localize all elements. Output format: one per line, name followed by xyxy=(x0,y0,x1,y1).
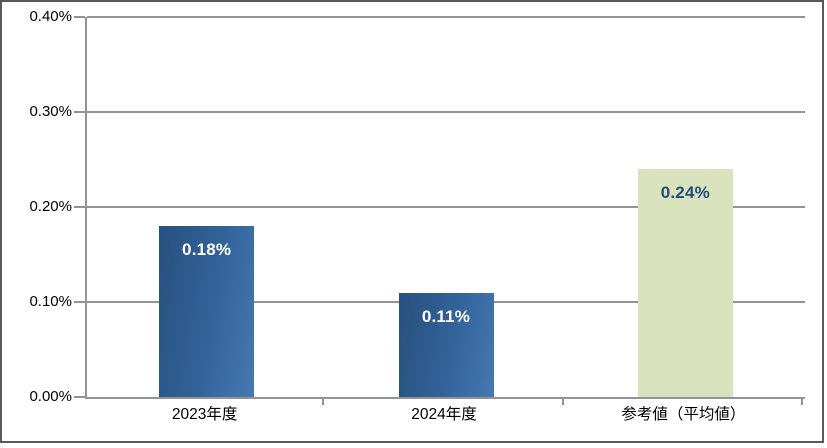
x-axis-tick xyxy=(561,397,564,405)
x-axis-category-label: 2024年度 xyxy=(411,406,477,423)
y-axis-tick xyxy=(74,206,85,208)
y-axis-tick xyxy=(74,111,85,113)
y-axis-tick-label: 0.00% xyxy=(29,388,72,405)
bar-3: 0.24% xyxy=(637,169,733,397)
x-axis-category-label: 2023年度 xyxy=(171,406,238,423)
bar-value-label: 0.11% xyxy=(421,306,471,326)
y-axis-tick-label: 0.10% xyxy=(29,293,72,310)
y-axis-tick-label: 0.30% xyxy=(29,103,72,120)
bar-value-label: 0.18% xyxy=(182,240,232,259)
bar-value-label: 0.24% xyxy=(660,183,710,202)
bar-2: 0.11% xyxy=(398,292,494,397)
x-axis-tick xyxy=(322,397,325,405)
y-gridline xyxy=(87,206,805,208)
y-axis-tick xyxy=(74,301,85,303)
y-axis-tick xyxy=(74,396,85,398)
y-gridline xyxy=(87,111,805,113)
x-axis-tick xyxy=(801,397,803,405)
y-axis-tick xyxy=(74,16,85,18)
y-gridline xyxy=(87,16,805,18)
x-axis-category-label: 参考値（平均値） xyxy=(621,406,746,423)
bar-1: 0.18% xyxy=(159,226,255,397)
plot-area: 0.18% 0.11% 0.24% xyxy=(85,16,805,399)
y-axis-tick-label: 0.20% xyxy=(29,198,72,215)
y-axis-tick-label: 0.40% xyxy=(29,8,72,25)
